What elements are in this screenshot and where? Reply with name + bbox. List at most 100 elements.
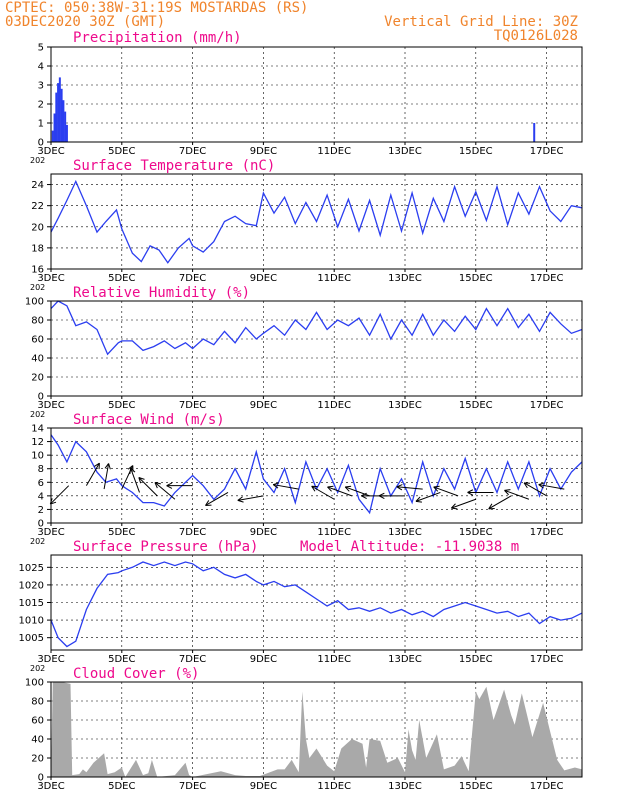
wind-xtick-label: 9DEC [250,527,277,538]
temp-ytick-label: 16 [31,265,44,276]
header-date: 03DEC2020 30Z (GMT) [5,14,165,30]
wind-wind-arrow-head [361,492,367,497]
pressure-frame [50,554,583,651]
wind-wind-arrow-head [538,482,545,486]
pressure-xtick-label: 13DEC [388,654,422,665]
precip-bar [53,113,56,142]
precip-xtick-label: 7DEC [179,146,206,157]
wind-wind-arrow [49,485,70,505]
wind-title: Surface Wind (m/s) [73,412,225,428]
wind-ytick-label: 14 [31,424,44,435]
wind-wind-arrow-shaft [504,489,530,500]
wind-wind-arrow-head [467,492,474,496]
wind-wind-arrow [166,482,193,489]
pressure-ytick-label: 1025 [19,563,44,574]
temp-ytick-label: 24 [31,180,44,191]
temp-xtick-label: 13DEC [388,273,422,284]
wind-wind-arrow-shaft [523,482,547,497]
wind-wind-arrow [378,492,405,500]
cloud-ytick-label: 20 [31,754,44,765]
pressure-xtick-label: 3DEC [37,654,64,665]
rh-xtick-label: 17DEC [530,400,564,411]
wind-ytick-label: 8 [38,464,44,475]
pressure-ytick-label: 1020 [19,580,44,591]
precip-xtick-label: 3DEC [37,146,64,157]
wind-ytick-label: 2 [38,505,44,516]
wind-wind-arrow-shaft [433,486,459,497]
precip-bar [60,88,63,142]
rh-series-line [50,300,583,356]
temp-xtick-label: 11DEC [317,273,351,284]
wind-wind-arrow-shaft [103,463,110,490]
wind-wind-arrow-head [237,496,243,501]
rh-xtick-label: 5DEC [108,400,135,411]
wind-wind-arrow-shaft [415,491,441,502]
temp-xtick-label: 9DEC [250,273,277,284]
wind-wind-arrow [129,467,140,493]
wind-wind-arrow-shaft [49,485,70,505]
precip-xtick-label: 9DEC [250,146,277,157]
pressure-series-line [50,561,583,648]
precip-ytick-label: 3 [38,81,44,92]
rh-x-stub: 202 [30,410,45,419]
wind-wind-arrow-head [166,485,173,489]
cloud-area [51,682,582,777]
wind-wind-arrow-head [378,492,385,497]
pressure-xtick-label: 11DEC [317,654,351,665]
temp-ytick-label: 18 [31,243,44,254]
temp-x-stub: 202 [30,283,45,292]
cloud-frame [50,681,583,778]
pressure-xtick-label: 17DEC [530,654,564,665]
wind-wind-arrow-head [467,489,474,493]
wind-wind-arrow [504,489,530,500]
rh-ytick-label: 80 [31,316,44,327]
wind-wind-arrow-head [138,477,142,484]
wind-wind-arrow-head [361,495,367,500]
wind-wind-arrow-head [205,500,210,506]
precip-xtick-label: 15DEC [459,146,493,157]
wind-wind-arrow-head [272,484,279,489]
wind-wind-arrow-head [129,467,132,475]
temp-xtick-label: 3DEC [37,273,64,284]
pressure-altitude-note: Model Altitude: -11.9038 m [300,539,519,555]
wind-wind-arrow-shaft [130,467,140,493]
cloud-xtick-label: 11DEC [317,781,351,792]
cloud-xtick-label: 7DEC [179,781,206,792]
wind-xtick-label: 13DEC [388,527,422,538]
wind-wind-arrow-head [273,482,280,486]
rh-xtick-label: 15DEC [459,400,493,411]
temp-series-line [50,179,583,264]
wind-wind-arrow-shaft [138,477,158,497]
wind-wind-arrow-head [138,476,145,480]
wind-wind-arrow [272,482,299,490]
precip-ytick-label: 4 [38,62,44,73]
wind-wind-arrow-head [451,503,456,509]
rh-xtick-label: 3DEC [37,400,64,411]
wind-xtick-label: 5DEC [108,527,135,538]
wind-xtick-label: 7DEC [179,527,206,538]
wind-wind-arrow-shaft [538,484,565,490]
temp-frame [50,173,583,270]
pressure-ytick-label: 1015 [19,598,44,609]
cloud-xtick-label: 9DEC [250,781,277,792]
wind-wind-arrow-head [154,482,158,489]
precip-bar [64,111,67,142]
wind-wind-arrow-head [415,496,421,502]
wind-wind-arrow [154,482,176,500]
precip-title: Precipitation (mm/h) [73,30,242,46]
rh-xtick-label: 9DEC [250,400,277,411]
wind-ytick-label: 6 [38,478,44,489]
temp-xtick-label: 7DEC [179,273,206,284]
wind-wind-arrow-head [237,499,244,503]
wind-wind-arrow-head [523,482,528,489]
wind-wind-arrow [311,485,335,500]
wind-ytick-label: 12 [31,437,44,448]
wind-wind-arrow-shaft [273,484,299,490]
wind-wind-arrow-head [108,463,111,470]
header-location: CPTEC: 050:38W-31:19S MOSTARDAS (RS) [5,0,308,16]
wind-x-stub: 202 [30,537,45,546]
rh-ytick-label: 0 [38,392,44,403]
cloud-ytick-label: 40 [31,735,44,746]
wind-wind-arrow-shaft [327,486,353,497]
cloud-ytick-label: 0 [38,773,44,784]
